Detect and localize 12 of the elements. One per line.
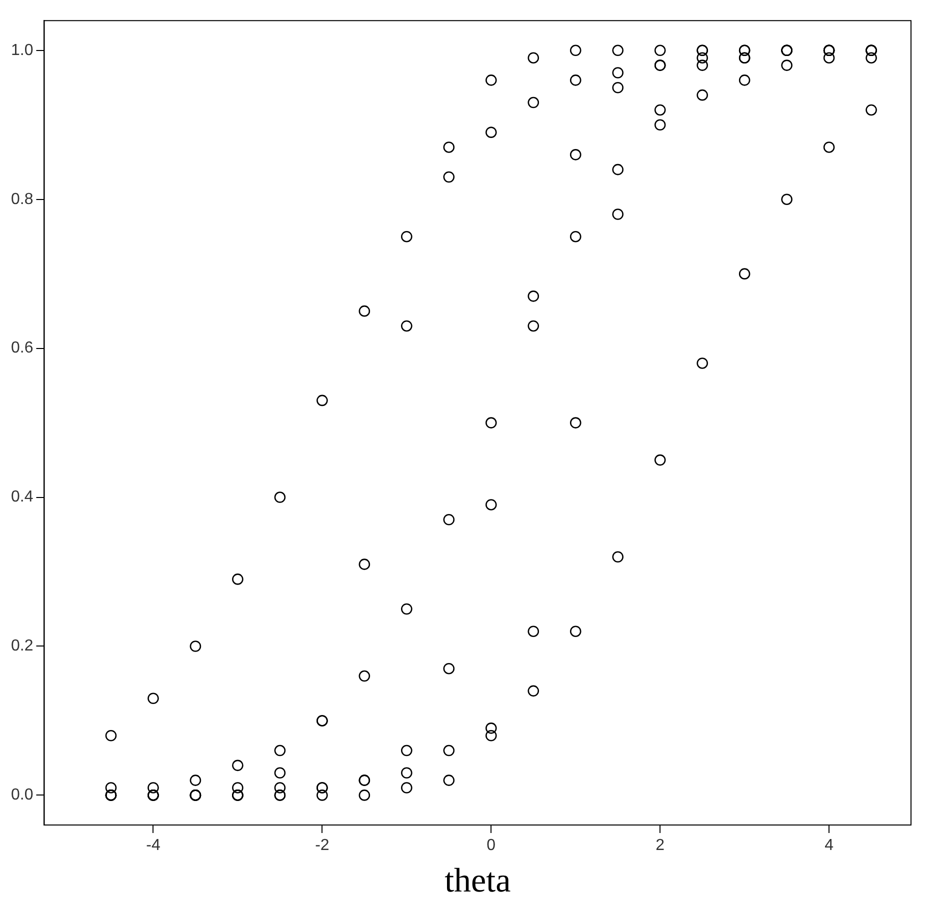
x-tick-label: 0 <box>486 837 496 854</box>
x-tick-label: 4 <box>824 837 834 854</box>
y-tick-label: 0.8 <box>10 190 34 208</box>
y-tick-label: 0.2 <box>10 638 34 655</box>
x-axis-title: theta <box>444 862 511 900</box>
y-tick-label: 0.4 <box>10 488 34 506</box>
y-tick-label: 0.6 <box>10 340 34 357</box>
y-tick-label: 1.0 <box>10 42 34 59</box>
y-tick-label: 0.0 <box>10 786 34 804</box>
x-tick-label: -4 <box>146 837 160 854</box>
x-tick-label: 2 <box>656 837 665 854</box>
x-tick-label: -2 <box>315 837 330 854</box>
